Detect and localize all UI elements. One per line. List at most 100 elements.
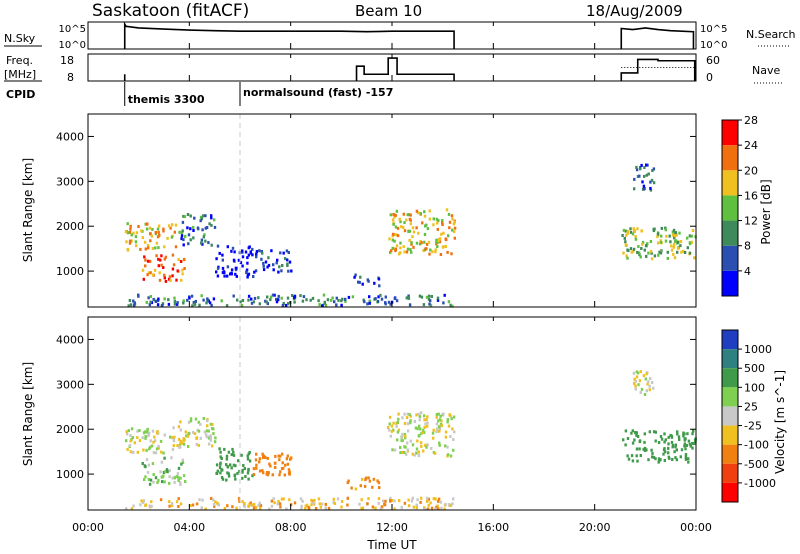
scatter-cell	[150, 444, 154, 448]
scatter-cell	[148, 447, 151, 451]
scatter-cell	[154, 246, 157, 250]
scatter-cell	[252, 473, 256, 476]
scatter-cell	[274, 454, 277, 458]
scatter-cell	[156, 431, 159, 435]
scatter-cell	[359, 275, 362, 279]
scatter-cell	[128, 230, 132, 234]
scatter-cell	[688, 234, 692, 238]
scatter-cell	[392, 232, 395, 236]
scatter-cell	[391, 448, 394, 452]
scatter-cell	[395, 299, 399, 303]
scatter-cell	[393, 233, 397, 237]
scatter-cell	[630, 454, 634, 458]
scatter-cell	[397, 428, 401, 432]
scatter-cell	[149, 445, 152, 449]
scatter-cell	[152, 297, 155, 301]
scatter-cell	[210, 243, 213, 247]
scatter-cell	[141, 436, 144, 440]
scatter-cell	[133, 441, 136, 445]
scatter-cell	[379, 507, 383, 511]
scatter-cell	[271, 473, 274, 477]
scatter-cell	[650, 178, 654, 182]
scatter-cell	[185, 434, 188, 438]
scatter-cell	[226, 471, 229, 475]
scatter-cell	[321, 304, 324, 308]
scatter-cell	[410, 499, 414, 503]
scatter-cell	[450, 214, 454, 218]
scatter-cell	[444, 503, 447, 506]
scatter-cell	[406, 422, 410, 426]
scatter-cell	[390, 424, 394, 428]
nsky-label: N.Sky	[4, 32, 36, 45]
scatter-cell	[377, 501, 380, 505]
scatter-cell	[213, 225, 217, 229]
scatter-cell	[635, 165, 638, 169]
scatter-cell	[438, 427, 442, 431]
scatter-cell	[128, 444, 132, 447]
scatter-cell	[643, 446, 647, 450]
scatter-cell	[148, 504, 151, 508]
scatter-cell	[401, 432, 404, 436]
scatter-cell	[336, 497, 340, 501]
scatter-cell	[287, 302, 290, 306]
scatter-cell	[227, 472, 230, 476]
scatter-cell	[407, 296, 411, 300]
scatter-cell	[226, 265, 230, 269]
scatter-cell	[248, 245, 251, 249]
scatter-cell	[432, 428, 435, 432]
scatter-cell	[635, 433, 638, 437]
scatter-cell	[214, 500, 217, 504]
scatter-cell	[250, 297, 253, 301]
scatter-cell	[442, 301, 445, 305]
scatter-cell	[411, 443, 415, 447]
scatter-cell	[199, 436, 202, 440]
scatter-cell	[646, 382, 649, 386]
scatter-cell	[246, 454, 249, 458]
scatter-cell	[241, 299, 245, 302]
scatter-cell	[682, 434, 685, 438]
scatter-cell	[389, 302, 392, 306]
nsearch-label: N.Search	[746, 28, 796, 41]
scatter-cell	[415, 413, 418, 417]
freq-line-segment-1	[355, 57, 455, 81]
scatter-cell	[237, 459, 240, 463]
scatter-cell	[405, 452, 408, 456]
scatter-cell	[649, 249, 653, 253]
scatter-cell	[671, 443, 675, 447]
scatter-cell	[672, 245, 675, 249]
scatter-cell	[138, 429, 141, 432]
ytick-label: 4000	[56, 333, 84, 346]
scatter-cell	[167, 302, 171, 306]
scatter-cell	[291, 294, 294, 297]
scatter-cell	[251, 474, 254, 478]
scatter-cell	[127, 429, 130, 433]
scatter-cell	[353, 275, 356, 279]
scatter-cell	[621, 234, 624, 237]
scatter-cell	[286, 296, 290, 300]
scatter-cell	[413, 420, 417, 423]
scatter-cell	[647, 251, 650, 255]
power-colorbar-tick-label: 20	[744, 164, 758, 177]
scatter-cell	[232, 463, 236, 467]
scatter-cell	[350, 486, 353, 490]
scatter-cell	[403, 432, 407, 436]
scatter-cell	[134, 240, 138, 244]
scatter-cell	[390, 249, 393, 253]
scatter-cell	[234, 464, 237, 468]
scatter-cell	[684, 455, 688, 459]
scatter-cell	[415, 209, 419, 213]
scatter-cell	[418, 242, 422, 246]
scatter-cell	[247, 452, 250, 456]
scatter-cell	[437, 412, 440, 416]
scatter-cell	[649, 188, 653, 192]
scatter-cell	[200, 506, 203, 510]
scatter-cell	[300, 507, 303, 511]
scatter-cell	[657, 441, 661, 444]
scatter-cell	[290, 269, 293, 273]
scatter-cell	[633, 187, 636, 191]
scatter-cell	[631, 441, 635, 445]
scatter-cell	[246, 261, 249, 265]
scatter-cell	[671, 458, 674, 461]
scatter-cell	[162, 227, 165, 231]
cpid-label: CPID	[6, 88, 35, 101]
